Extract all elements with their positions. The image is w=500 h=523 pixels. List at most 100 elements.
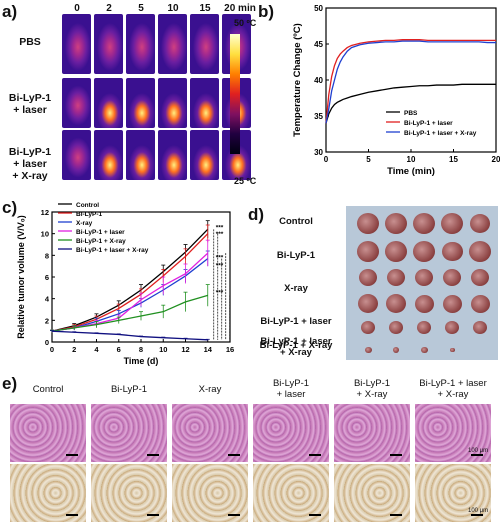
tumor-row-label-2: X-ray: [284, 283, 308, 294]
scale-bar: [390, 454, 402, 456]
time-label-2: 5: [138, 3, 144, 14]
ihc-stain-image: [10, 464, 86, 522]
panel-d-label: d): [248, 205, 265, 224]
tumor: [441, 213, 463, 234]
x-tick-label: 14: [204, 345, 213, 354]
y-tick-label: 10: [41, 230, 49, 239]
x-tick-label: 10: [407, 155, 416, 164]
tumor: [359, 269, 377, 287]
tumor: [358, 294, 378, 313]
tumor: [414, 294, 434, 313]
tumor-row-label-1: Bi-LyP-1: [276, 250, 316, 261]
x-tick-label: 20: [492, 155, 500, 164]
x-tick-label: 0: [50, 345, 54, 354]
tumor: [413, 213, 435, 234]
tumor: [357, 213, 379, 234]
x-axis-label: Time (d): [124, 356, 159, 366]
time-label-0: 0: [74, 3, 80, 14]
series-line-4: [51, 294, 208, 332]
y-axis-label: Relative tumor volume (V/V₀): [16, 215, 26, 339]
tumor: [389, 321, 403, 335]
tumor: [413, 241, 435, 262]
thermal-image: [62, 14, 91, 74]
thermal-row-label-1: Bi-LyP-1 + laser: [8, 92, 52, 116]
thermal-row-label-0: PBS: [19, 36, 41, 48]
x-tick-label: 2: [72, 345, 76, 354]
ihc-stain-image: [91, 464, 167, 522]
scale-bar: [66, 454, 78, 456]
legend-label-1: Bi-LyP-1 + laser: [404, 120, 453, 127]
thermal-image: [158, 78, 187, 128]
series-line-0: [325, 83, 496, 124]
tumor: [441, 241, 463, 262]
significance-label: ***: [216, 224, 224, 231]
thermal-image: [62, 78, 91, 128]
x-tick-label: 10: [159, 345, 167, 354]
tumor: [385, 241, 407, 262]
tumor: [357, 241, 379, 262]
tumor: [473, 321, 487, 335]
x-tick-label: 12: [181, 345, 189, 354]
y-tick-label: 0: [45, 338, 49, 347]
thermal-image: [94, 78, 123, 128]
thermal-image: [158, 14, 187, 74]
histology-column-label-5: Bi-LyP-1 + laser + X-ray: [419, 378, 487, 400]
x-tick-label: 16: [226, 345, 234, 354]
y-tick-label: 45: [314, 40, 323, 49]
panel-c-label: c): [2, 198, 18, 217]
x-tick-label: 6: [117, 345, 121, 354]
tumor-photo: [346, 206, 498, 360]
y-tick-label: 4: [45, 295, 50, 304]
y-tick-label: 12: [41, 208, 49, 217]
he-stain-image: [334, 404, 410, 462]
y-tick-label: 6: [45, 273, 49, 282]
scale-bar: [471, 454, 483, 456]
tumor: [387, 269, 405, 287]
series-line-0: [51, 228, 209, 332]
thermal-image: [94, 14, 123, 74]
series-line-1: [325, 39, 496, 124]
tumor: [364, 346, 372, 354]
tumor: [449, 347, 455, 353]
legend-label-4: Bi-LyP-1 + X-ray: [76, 238, 126, 245]
tumor: [417, 321, 431, 335]
colorbar: [230, 34, 240, 154]
scale-bar: [228, 454, 240, 456]
x-tick-label: 8: [139, 345, 143, 354]
significance-label: ***: [216, 231, 224, 238]
tumor-row-label-0: Control: [279, 216, 313, 227]
histology-column-label-0: Control: [32, 384, 64, 395]
scale-bar: [309, 454, 321, 456]
y-tick-label: 30: [314, 148, 323, 157]
histology-column-label-1: Bi-LyP-1: [110, 384, 148, 395]
tumor-volume-chart: 0 2 4 6 8 10 12 14 16 0 2 4 6 8 10 12 Time (d) Relative t…: [16, 202, 234, 366]
y-tick-label: 8: [45, 251, 49, 260]
colorbar-min-label: 25 ºC: [234, 176, 257, 186]
scale-label: 100 μm: [468, 508, 489, 514]
legend-label-2: Bi-LyP-1 + laser + X-ray: [404, 130, 477, 137]
tumor: [469, 241, 491, 262]
panel-b-label: b): [258, 2, 275, 21]
scale-bar: [471, 514, 483, 516]
he-stain-image: [253, 404, 329, 462]
significance-label: ***: [216, 289, 224, 296]
y-tick-label: 40: [314, 76, 323, 85]
y-tick-label: 50: [314, 4, 323, 13]
scale-bar: [228, 514, 240, 516]
significance-label: ***: [216, 255, 224, 262]
time-label-3: 10: [167, 3, 179, 14]
legend-label-0: Control: [76, 202, 99, 209]
ihc-stain-image: [415, 464, 491, 522]
tumor: [386, 294, 406, 313]
he-stain-image: [10, 404, 86, 462]
y-tick-label: 2: [45, 316, 49, 325]
series-line-1: [51, 233, 209, 332]
series-line-5: [51, 330, 208, 341]
legend-label-0: PBS: [404, 110, 418, 117]
he-stain-image: [91, 404, 167, 462]
ihc-stain-image: [253, 464, 329, 522]
x-axis-label: Time (min): [387, 166, 435, 177]
thermal-image: [190, 14, 219, 74]
ihc-stain-image: [334, 464, 410, 522]
thermal-image: [190, 78, 219, 128]
